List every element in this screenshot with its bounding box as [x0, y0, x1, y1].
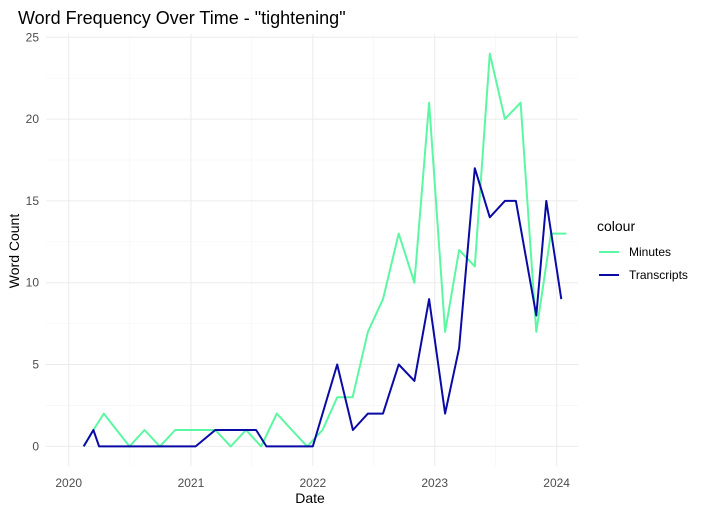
series-line-transcripts — [82, 167, 563, 448]
x-tick-label: 2020 — [55, 476, 82, 490]
legend-title: colour — [597, 218, 635, 234]
y-tick-label: 25 — [26, 30, 40, 44]
y-tick-label: 5 — [32, 358, 39, 372]
y-tick-label: 15 — [26, 194, 40, 208]
y-tick-label: 10 — [26, 276, 40, 290]
series-layer — [82, 52, 567, 448]
x-tick-label: 2024 — [543, 476, 570, 490]
chart-title: Word Frequency Over Time - "tightening" — [18, 8, 346, 28]
legend-label-transcripts: Transcripts — [629, 268, 688, 282]
minor-grid — [46, 34, 578, 466]
y-tick-label: 0 — [32, 439, 39, 453]
x-tick-label: 2022 — [299, 476, 326, 490]
major-grid — [46, 34, 578, 466]
x-axis-title: Date — [295, 490, 325, 506]
series-line-minutes — [82, 52, 567, 448]
x-tick-label: 2021 — [178, 476, 205, 490]
legend: colour Minutes Transcripts — [597, 218, 688, 282]
y-tick-label: 20 — [26, 112, 40, 126]
y-axis: 0 5 10 15 20 25 — [26, 30, 40, 453]
x-axis: 2020 2021 2022 2023 2024 — [55, 476, 570, 490]
y-axis-title: Word Count — [6, 214, 22, 289]
x-tick-label: 2023 — [421, 476, 448, 490]
legend-label-minutes: Minutes — [629, 245, 671, 259]
